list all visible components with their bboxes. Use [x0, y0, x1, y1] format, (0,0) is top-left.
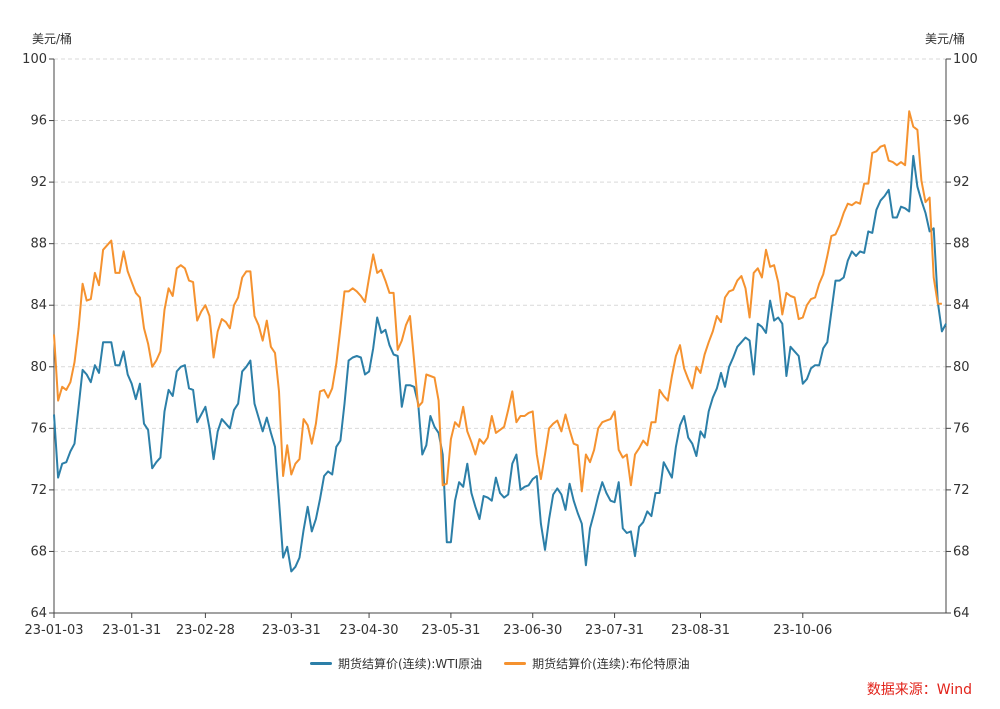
- y-tick-label-right: 80: [953, 360, 970, 375]
- x-tick-label: 23-01-31: [102, 623, 161, 638]
- y-axis-right: 64 68 72 76 80 84 88 92 96 100: [946, 52, 978, 621]
- data-source: 数据来源：Wind: [866, 682, 972, 698]
- x-tick-label: 23-07-31: [585, 623, 644, 638]
- y-tick-label-left: 76: [30, 421, 47, 436]
- y-tick-label-left: 88: [30, 237, 47, 252]
- y-axis-left: 64 68 72 76 80 84 88 92 96 100: [22, 52, 54, 621]
- axes: [53, 59, 947, 614]
- legend-swatch-wti: [310, 662, 332, 665]
- y-tick-label-left: 100: [22, 52, 47, 67]
- right-unit-label: 美元/桶: [925, 32, 966, 46]
- y-tick-label-left: 92: [30, 175, 47, 190]
- legend-item-wti[interactable]: 期货结算价(连续):WTI原油: [310, 655, 482, 672]
- y-tick-label-right: 84: [953, 298, 970, 313]
- x-tick-label: 23-06-30: [503, 623, 562, 638]
- y-tick-label-right: 64: [953, 606, 970, 621]
- x-tick-label: 23-08-31: [671, 623, 730, 638]
- gridlines: [54, 58, 946, 552]
- series-line-wti: [53, 154, 947, 573]
- x-axis: 23-01-03 23-01-31 23-02-28 23-03-31 23-04-30…: [24, 613, 832, 638]
- y-tick-label-right: 76: [953, 421, 970, 436]
- legend: 期货结算价(连续):WTI原油 期货结算价(连续):布伦特原油: [310, 655, 690, 672]
- y-tick-label-left: 64: [30, 606, 47, 621]
- x-tick-label: 23-01-03: [24, 623, 83, 638]
- y-tick-label-left: 72: [30, 483, 47, 498]
- y-tick-label-right: 92: [953, 175, 970, 190]
- y-tick-label-right: 100: [953, 52, 978, 67]
- x-tick-label: 23-04-30: [340, 623, 399, 638]
- legend-swatch-brent: [504, 662, 527, 665]
- y-tick-label-right: 96: [953, 114, 970, 129]
- y-tick-label-right: 68: [953, 544, 970, 559]
- legend-label-brent: 期货结算价(连续):布伦特原油: [532, 657, 690, 671]
- y-tick-label-right: 88: [953, 237, 970, 252]
- y-tick-label-left: 84: [30, 298, 47, 313]
- legend-label-wti: 期货结算价(连续):WTI原油: [338, 657, 483, 671]
- series-line-brent: [53, 110, 942, 493]
- series-lines: [53, 110, 947, 573]
- x-tick-label: 23-10-06: [773, 623, 832, 638]
- y-tick-label-left: 96: [30, 114, 47, 129]
- y-tick-label-left: 80: [30, 360, 47, 375]
- left-unit-label: 美元/桶: [32, 32, 73, 46]
- y-tick-label-left: 68: [30, 544, 47, 559]
- legend-item-brent[interactable]: 期货结算价(连续):布伦特原油: [504, 655, 690, 672]
- x-tick-label: 23-02-28: [176, 623, 235, 638]
- x-tick-label: 23-03-31: [262, 623, 321, 638]
- x-tick-label: 23-05-31: [421, 623, 480, 638]
- y-tick-label-right: 72: [953, 483, 970, 498]
